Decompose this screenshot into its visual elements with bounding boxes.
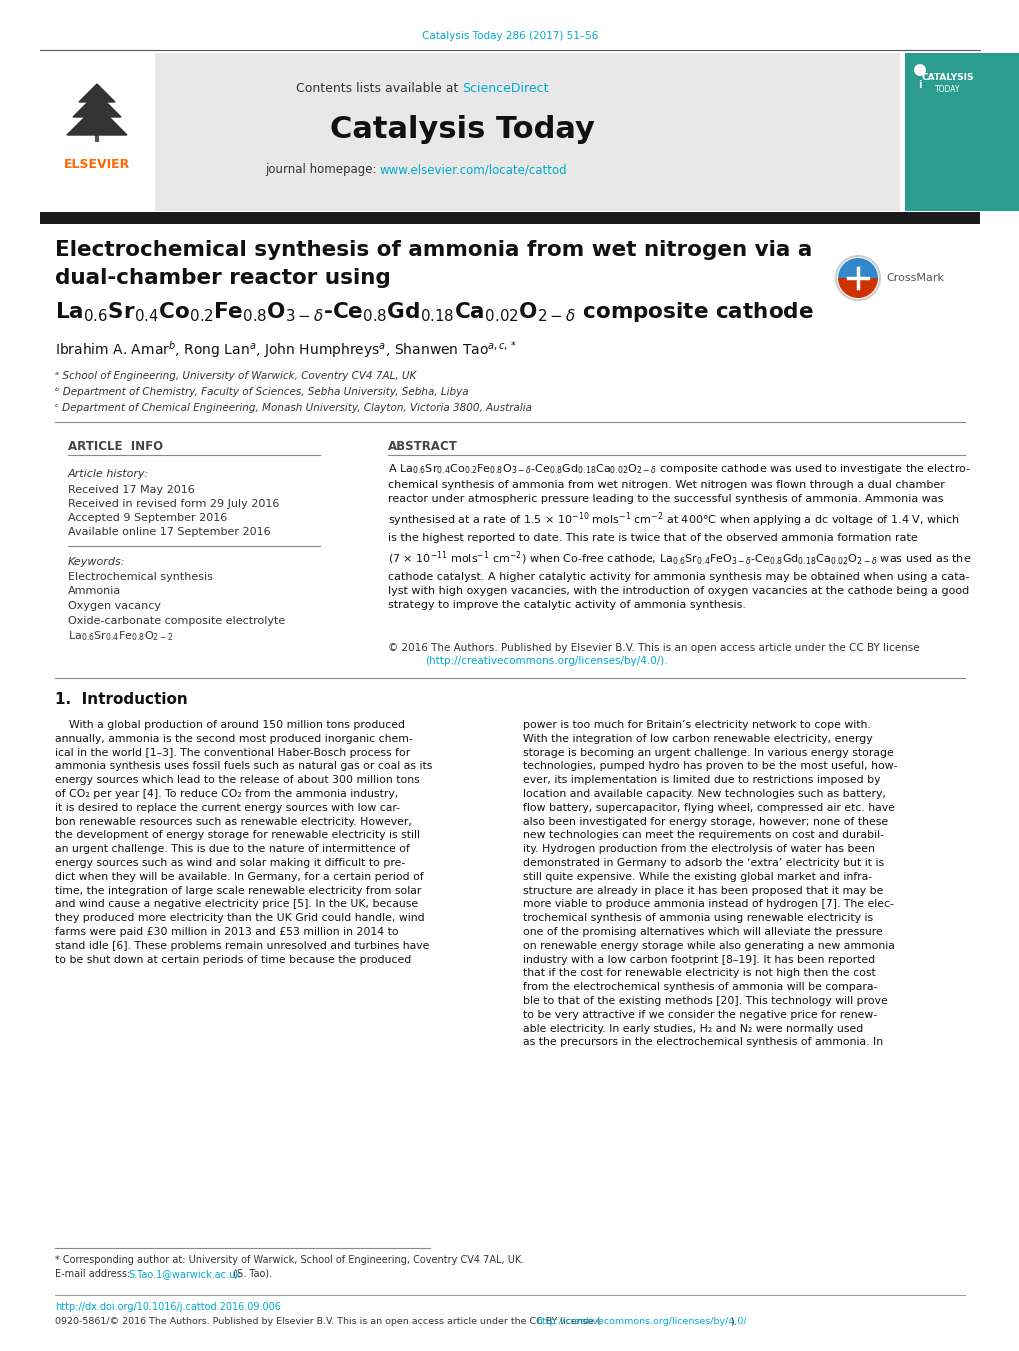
Text: able electricity. In early studies, H₂ and N₂ were normally used: able electricity. In early studies, H₂ a… bbox=[523, 1024, 862, 1034]
Text: on renewable energy storage while also generating a new ammonia: on renewable energy storage while also g… bbox=[523, 940, 894, 951]
Text: Received 17 May 2016: Received 17 May 2016 bbox=[68, 485, 195, 494]
Text: an urgent challenge. This is due to the nature of intermittence of: an urgent challenge. This is due to the … bbox=[55, 844, 410, 854]
Text: http://creativecommons.org/licenses/by/4.0/: http://creativecommons.org/licenses/by/4… bbox=[535, 1317, 746, 1327]
Text: La$_{0.6}$Sr$_{0.4}$Co$_{0.2}$Fe$_{0.8}$O$_{3-\delta}$-Ce$_{0.8}$Gd$_{0.18}$Ca$_: La$_{0.6}$Sr$_{0.4}$Co$_{0.2}$Fe$_{0.8}$… bbox=[55, 300, 813, 324]
Text: ABSTRACT: ABSTRACT bbox=[387, 440, 458, 454]
Text: to be very attractive if we consider the negative price for renew-: to be very attractive if we consider the… bbox=[523, 1009, 876, 1020]
Text: Electrochemical synthesis: Electrochemical synthesis bbox=[68, 571, 213, 582]
Text: S.Tao.1@warwick.ac.uk: S.Tao.1@warwick.ac.uk bbox=[127, 1269, 240, 1279]
Text: annually, ammonia is the second most produced inorganic chem-: annually, ammonia is the second most pro… bbox=[55, 734, 413, 744]
Text: flow battery, supercapacitor, flying wheel, compressed air etc. have: flow battery, supercapacitor, flying whe… bbox=[523, 802, 894, 813]
Text: bon renewable resources such as renewable electricity. However,: bon renewable resources such as renewabl… bbox=[55, 816, 412, 827]
Text: energy sources which lead to the release of about 300 million tons: energy sources which lead to the release… bbox=[55, 775, 420, 785]
Polygon shape bbox=[78, 84, 115, 101]
Text: one of the promising alternatives which will alleviate the pressure: one of the promising alternatives which … bbox=[523, 927, 881, 938]
Text: ELSEVIER: ELSEVIER bbox=[64, 158, 130, 172]
Text: that if the cost for renewable electricity is not high then the cost: that if the cost for renewable electrici… bbox=[523, 969, 875, 978]
Wedge shape bbox=[838, 258, 877, 278]
Text: they produced more electricity than the UK Grid could handle, wind: they produced more electricity than the … bbox=[55, 913, 424, 923]
Text: more viable to produce ammonia instead of hydrogen [7]. The elec-: more viable to produce ammonia instead o… bbox=[523, 900, 893, 909]
Text: the development of energy storage for renewable electricity is still: the development of energy storage for re… bbox=[55, 831, 420, 840]
FancyBboxPatch shape bbox=[40, 53, 899, 211]
Text: ammonia synthesis uses fossil fuels such as natural gas or coal as its: ammonia synthesis uses fossil fuels such… bbox=[55, 762, 432, 771]
Text: of CO₂ per year [4]. To reduce CO₂ from the ammonia industry,: of CO₂ per year [4]. To reduce CO₂ from … bbox=[55, 789, 397, 798]
Text: With a global production of around 150 million tons produced: With a global production of around 150 m… bbox=[55, 720, 405, 730]
Text: Keywords:: Keywords: bbox=[68, 557, 125, 567]
Text: from the electrochemical synthesis of ammonia will be compara-: from the electrochemical synthesis of am… bbox=[523, 982, 876, 992]
Text: new technologies can meet the requirements on cost and durabil-: new technologies can meet the requiremen… bbox=[523, 831, 883, 840]
Text: Ibrahim A. Amar$^{b}$, Rong Lan$^{a}$, John Humphreys$^{a}$, Shanwen Tao$^{a,c,*: Ibrahim A. Amar$^{b}$, Rong Lan$^{a}$, J… bbox=[55, 339, 517, 361]
Text: ᵃ School of Engineering, University of Warwick, Coventry CV4 7AL, UK: ᵃ School of Engineering, University of W… bbox=[55, 372, 416, 381]
Text: ity. Hydrogen production from the electrolysis of water has been: ity. Hydrogen production from the electr… bbox=[523, 844, 874, 854]
Text: Oxygen vacancy: Oxygen vacancy bbox=[68, 601, 161, 611]
Text: it is desired to replace the current energy sources with low car-: it is desired to replace the current ene… bbox=[55, 802, 399, 813]
Text: dual-chamber reactor using: dual-chamber reactor using bbox=[55, 267, 390, 288]
Text: (S. Tao).: (S. Tao). bbox=[229, 1269, 272, 1279]
Text: storage is becoming an urgent challenge. In various energy storage: storage is becoming an urgent challenge.… bbox=[523, 747, 893, 758]
Text: Article history:: Article history: bbox=[68, 469, 149, 480]
Text: CrossMark: CrossMark bbox=[886, 273, 943, 282]
Polygon shape bbox=[73, 93, 121, 118]
Text: technologies, pumped hydro has proven to be the most useful, how-: technologies, pumped hydro has proven to… bbox=[523, 762, 897, 771]
Text: Ammonia: Ammonia bbox=[68, 586, 121, 596]
Text: energy sources such as wind and solar making it difficult to pre-: energy sources such as wind and solar ma… bbox=[55, 858, 405, 867]
Text: A La$_{0.6}$Sr$_{0.4}$Co$_{0.2}$Fe$_{0.8}$O$_{3-\delta}$-Ce$_{0.8}$Gd$_{0.18}$Ca: A La$_{0.6}$Sr$_{0.4}$Co$_{0.2}$Fe$_{0.8… bbox=[387, 462, 970, 609]
Text: Electrochemical synthesis of ammonia from wet nitrogen via a: Electrochemical synthesis of ammonia fro… bbox=[55, 240, 811, 259]
Text: i: i bbox=[917, 80, 921, 91]
Text: time, the integration of large scale renewable electricity from solar: time, the integration of large scale ren… bbox=[55, 886, 421, 896]
FancyBboxPatch shape bbox=[40, 212, 979, 224]
Text: structure are already in place it has been proposed that it may be: structure are already in place it has be… bbox=[523, 886, 882, 896]
Text: TODAY: TODAY bbox=[934, 85, 960, 95]
Text: journal homepage:: journal homepage: bbox=[265, 163, 380, 177]
Text: location and available capacity. New technologies such as battery,: location and available capacity. New tec… bbox=[523, 789, 886, 798]
Text: ScienceDirect: ScienceDirect bbox=[462, 81, 548, 95]
Text: ical in the world [1–3]. The conventional Haber-Bosch process for: ical in the world [1–3]. The conventiona… bbox=[55, 747, 410, 758]
Text: dict when they will be available. In Germany, for a certain period of: dict when they will be available. In Ger… bbox=[55, 871, 423, 882]
FancyBboxPatch shape bbox=[904, 53, 1019, 211]
Text: trochemical synthesis of ammonia using renewable electricity is: trochemical synthesis of ammonia using r… bbox=[523, 913, 872, 923]
Circle shape bbox=[913, 63, 925, 76]
Text: http://dx.doi.org/10.1016/j.cattod.2016.09.006: http://dx.doi.org/10.1016/j.cattod.2016.… bbox=[55, 1302, 280, 1312]
Text: as the precursors in the electrochemical synthesis of ammonia. In: as the precursors in the electrochemical… bbox=[523, 1038, 882, 1047]
Text: still quite expensive. While the existing global market and infra-: still quite expensive. While the existin… bbox=[523, 871, 871, 882]
Text: ).: ). bbox=[730, 1317, 736, 1327]
Text: to be shut down at certain periods of time because the produced: to be shut down at certain periods of ti… bbox=[55, 955, 411, 965]
Text: Contents lists available at: Contents lists available at bbox=[296, 81, 462, 95]
Text: ᵇ Department of Chemistry, Faculty of Sciences, Sebha University, Sebha, Libya: ᵇ Department of Chemistry, Faculty of Sc… bbox=[55, 386, 468, 397]
Text: stand idle [6]. These problems remain unresolved and turbines have: stand idle [6]. These problems remain un… bbox=[55, 940, 429, 951]
Text: also been investigated for energy storage, however; none of these: also been investigated for energy storag… bbox=[523, 816, 888, 827]
Text: * Corresponding author at: University of Warwick, School of Engineering, Coventr: * Corresponding author at: University of… bbox=[55, 1255, 524, 1265]
Text: www.elsevier.com/locate/cattod: www.elsevier.com/locate/cattod bbox=[380, 163, 567, 177]
Text: demonstrated in Germany to adsorb the ‘extra’ electricity but it is: demonstrated in Germany to adsorb the ‘e… bbox=[523, 858, 883, 867]
Text: (http://creativecommons.org/licenses/by/4.0/).: (http://creativecommons.org/licenses/by/… bbox=[425, 657, 667, 666]
Text: CATALYSIS: CATALYSIS bbox=[921, 73, 973, 82]
Text: farms were paid £30 million in 2013 and £53 million in 2014 to: farms were paid £30 million in 2013 and … bbox=[55, 927, 398, 938]
Text: Catalysis Today: Catalysis Today bbox=[329, 115, 594, 145]
Text: ARTICLE  INFO: ARTICLE INFO bbox=[68, 440, 163, 454]
Text: industry with a low carbon footprint [8–19]. It has been reported: industry with a low carbon footprint [8–… bbox=[523, 955, 874, 965]
Text: 0920-5861/© 2016 The Authors. Published by Elsevier B.V. This is an open access : 0920-5861/© 2016 The Authors. Published … bbox=[55, 1317, 600, 1327]
Wedge shape bbox=[838, 278, 877, 299]
Text: © 2016 The Authors. Published by Elsevier B.V. This is an open access article un: © 2016 The Authors. Published by Elsevie… bbox=[387, 643, 919, 653]
Text: power is too much for Britain’s electricity network to cope with.: power is too much for Britain’s electric… bbox=[523, 720, 870, 730]
Text: and wind cause a negative electricity price [5]. In the UK, because: and wind cause a negative electricity pr… bbox=[55, 900, 418, 909]
Text: E-mail address:: E-mail address: bbox=[55, 1269, 133, 1279]
Text: Received in revised form 29 July 2016: Received in revised form 29 July 2016 bbox=[68, 499, 279, 509]
Text: With the integration of low carbon renewable electricity, energy: With the integration of low carbon renew… bbox=[523, 734, 872, 744]
Polygon shape bbox=[67, 105, 127, 135]
Text: Catalysis Today 286 (2017) 51–56: Catalysis Today 286 (2017) 51–56 bbox=[422, 31, 597, 41]
Text: Available online 17 September 2016: Available online 17 September 2016 bbox=[68, 527, 270, 536]
Text: ever, its implementation is limited due to restrictions imposed by: ever, its implementation is limited due … bbox=[523, 775, 879, 785]
Text: 1.  Introduction: 1. Introduction bbox=[55, 693, 187, 708]
Text: Oxide-carbonate composite electrolyte: Oxide-carbonate composite electrolyte bbox=[68, 616, 285, 626]
Text: ble to that of the existing methods [20]. This technology will prove: ble to that of the existing methods [20]… bbox=[523, 996, 887, 1006]
FancyBboxPatch shape bbox=[40, 53, 155, 211]
Text: Accepted 9 September 2016: Accepted 9 September 2016 bbox=[68, 513, 227, 523]
Text: ᶜ Department of Chemical Engineering, Monash University, Clayton, Victoria 3800,: ᶜ Department of Chemical Engineering, Mo… bbox=[55, 403, 532, 413]
Text: La$_{0.6}$Sr$_{0.4}$Fe$_{0.8}$O$_{2-2}$: La$_{0.6}$Sr$_{0.4}$Fe$_{0.8}$O$_{2-2}$ bbox=[68, 630, 173, 643]
